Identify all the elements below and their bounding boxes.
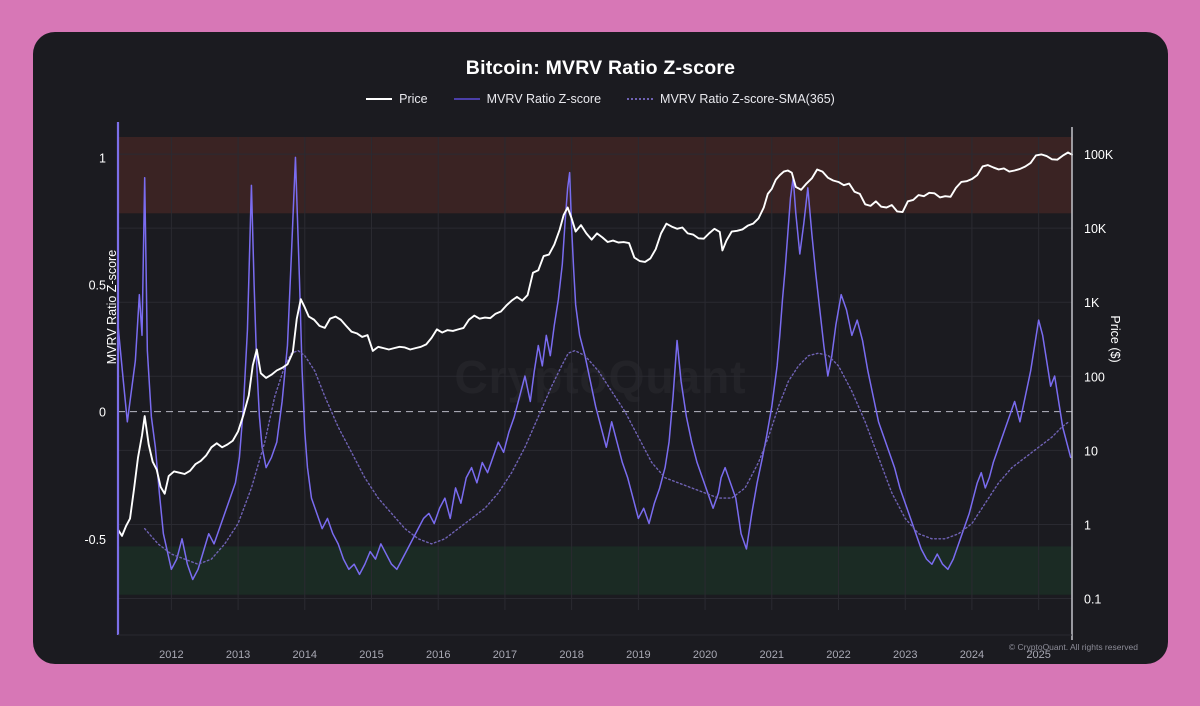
y-tick-left: 0.5 (89, 278, 106, 292)
chart-svg: 1 0.5 0 -0.5 100K 10K 1K 100 10 1 0.1 2012 2013 2014 2… (84, 122, 1114, 661)
chart-legend: Price MVRV Ratio Z-score MVRV Ratio Z-sc… (33, 92, 1168, 106)
page-title: Bitcoin: MVRV Ratio Z-score (465, 57, 736, 79)
y-tick-right: 0.1 (1084, 593, 1101, 607)
x-tick: 2025 (1026, 649, 1050, 661)
x-tick: 2012 (159, 649, 183, 661)
x-tick: 2024 (960, 649, 984, 661)
x-tick: 2014 (293, 649, 317, 661)
x-tick: 2018 (559, 649, 583, 661)
y-tick-left: 0 (99, 406, 106, 420)
overvalued-band (118, 137, 1072, 214)
legend-label-mvrv-sma: MVRV Ratio Z-score-SMA(365) (660, 92, 835, 106)
y-tick-right: 100 (1084, 370, 1105, 384)
legend-label-price: Price (399, 92, 428, 106)
legend-line-mvrv (453, 98, 480, 100)
x-tick: 2021 (760, 649, 784, 661)
undervalued-band (118, 546, 1072, 595)
plot-area: 1 0.5 0 -0.5 100K 10K 1K 100 10 1 0.1 2012 2013 2014 2… (33, 32, 1168, 664)
series-mvrv-ratio-z-score (117, 156, 1072, 581)
series-mvrv-ratio-z-score-sma-365 (143, 349, 1070, 565)
y-tick-right: 10 (1084, 444, 1098, 458)
series-price (117, 151, 1073, 537)
y-tick-right: 1 (1084, 518, 1091, 532)
x-tick: 2020 (693, 649, 717, 661)
y-tick-left: -0.5 (84, 533, 106, 547)
y-tick-right: 100K (1084, 148, 1114, 162)
x-tick: 2015 (359, 649, 383, 661)
y-tick-right: 10K (1084, 222, 1107, 236)
x-tick: 2013 (226, 649, 250, 661)
copyright-footer: © CryptoQuant. All rights reserved (1008, 642, 1138, 652)
x-tick: 2016 (426, 649, 450, 661)
legend-line-price (366, 98, 393, 100)
legend-item-mvrv-sma[interactable]: MVRV Ratio Z-score-SMA(365) (627, 92, 835, 106)
legend-item-mvrv[interactable]: MVRV Ratio Z-score (453, 92, 602, 106)
chart-card: Bitcoin: MVRV Ratio Z-score Price MVRV R… (33, 32, 1168, 664)
x-tick: 2017 (493, 649, 517, 661)
legend-item-price[interactable]: Price (366, 92, 428, 106)
legend-label-mvrv: MVRV Ratio Z-score (486, 92, 602, 106)
y-tick-left: 1 (99, 151, 106, 165)
legend-line-mvrv-sma (627, 98, 654, 100)
x-tick: 2023 (893, 649, 917, 661)
y-tick-right: 1K (1084, 296, 1100, 310)
x-tick: 2019 (626, 649, 650, 661)
x-tick: 2022 (826, 649, 850, 661)
